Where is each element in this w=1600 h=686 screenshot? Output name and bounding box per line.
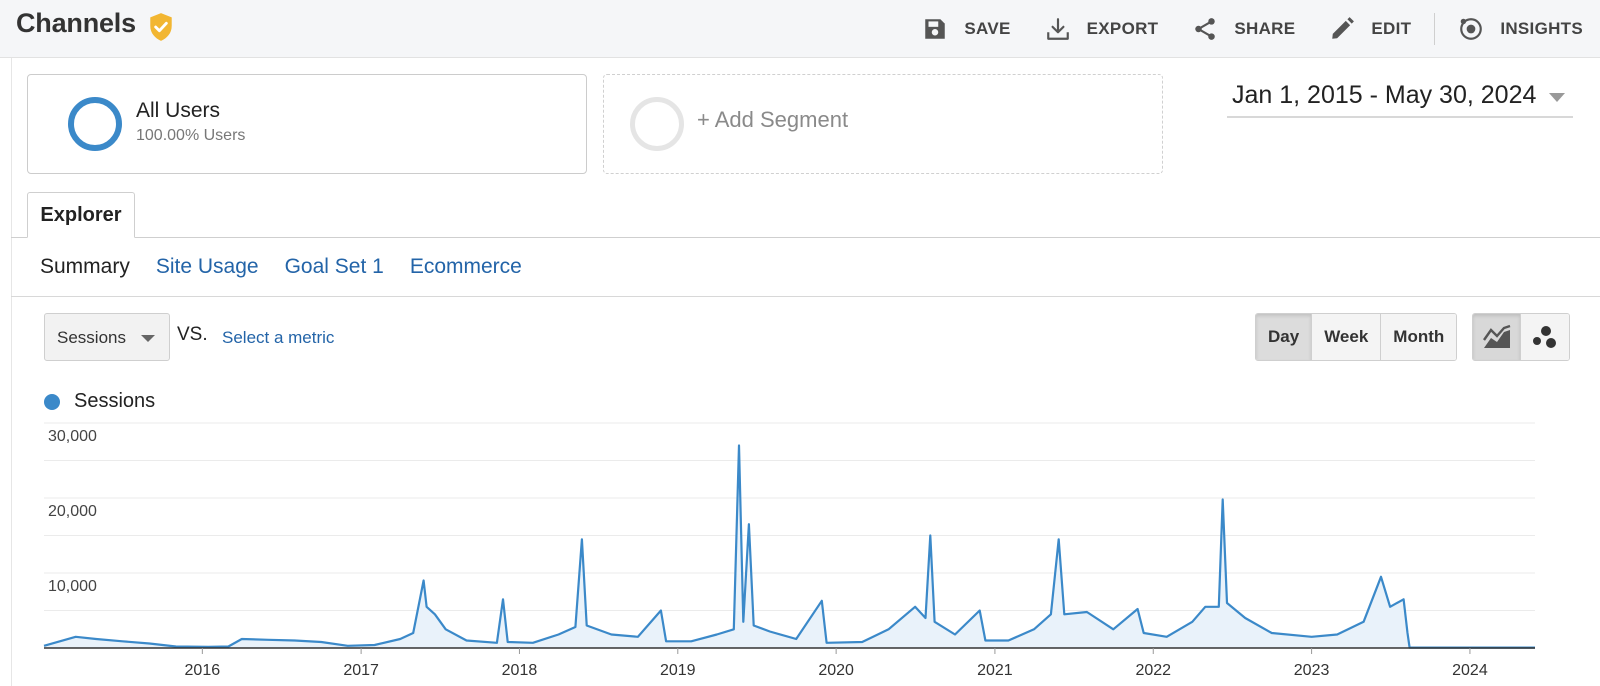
subtab-divider (11, 296, 1600, 297)
edit-icon (1332, 17, 1355, 39)
metric-dropdown-value: Sessions (57, 328, 126, 347)
sessions-line (43, 444, 1535, 649)
insights-icon (1460, 18, 1483, 40)
subtab-summary[interactable]: Summary (40, 255, 130, 278)
x-tick-label: 2019 (660, 662, 696, 679)
page-title: Channels (16, 8, 136, 38)
chart-type-toggle (1472, 313, 1570, 361)
segment-percentage: 100.00% Users (136, 127, 246, 144)
save-icon (925, 19, 946, 39)
segment-all-users[interactable]: All Users 100.00% Users (27, 74, 587, 174)
y-tick-label: 10,000 (48, 578, 97, 595)
subtab-site-usage[interactable]: Site Usage (155, 255, 259, 278)
insights-button[interactable]: INSIGHTS (1441, 0, 1600, 58)
verified-badge-icon (150, 13, 172, 41)
vs-label: VS. (177, 324, 208, 345)
x-tick-label: 2022 (1135, 662, 1171, 679)
select-metric-link[interactable]: Select a metric (222, 328, 335, 347)
add-segment-link[interactable]: + Add Segment (697, 107, 849, 132)
bubble-chart-icon (1533, 326, 1556, 348)
y-tick-label: 30,000 (48, 428, 97, 445)
report-header: Channels SAVE EXPORT (0, 0, 1600, 58)
x-tick-label: 2018 (502, 662, 538, 679)
legend-sessions-label: Sessions (74, 390, 156, 412)
save-button[interactable]: SAVE (905, 0, 1027, 58)
sessions-line-chart: 10,000 20,000 30,000 2016 2017 2018 2019 2020 20… (43, 422, 1535, 679)
share-button[interactable]: SHARE (1175, 0, 1312, 58)
report-toolbar: SAVE EXPORT SHARE EDIT (905, 0, 1600, 58)
explorer-subtabs: Summary Site Usage Goal Set 1 Ecommerce (40, 252, 548, 282)
date-range-label: Jan 1, 2015 - May 30, 2024 (1232, 81, 1537, 109)
chart-legend: Sessions (44, 390, 155, 413)
x-tick-label: 2017 (343, 662, 379, 679)
share-label: SHARE (1234, 19, 1296, 38)
x-tick-label: 2024 (1452, 662, 1488, 679)
date-range-picker[interactable]: Jan 1, 2015 - May 30, 2024 (1227, 80, 1573, 118)
empty-segment-ring-icon (630, 97, 684, 151)
save-label: SAVE (964, 19, 1011, 38)
toolbar-divider (1434, 13, 1436, 45)
tab-explorer[interactable]: Explorer (27, 192, 135, 238)
export-button[interactable]: EXPORT (1028, 0, 1176, 58)
metric-dropdown[interactable]: Sessions (44, 313, 170, 361)
share-icon (1195, 18, 1216, 40)
subtab-goal-set-1[interactable]: Goal Set 1 (284, 255, 384, 278)
motion-chart-button[interactable] (1521, 314, 1569, 360)
line-chart-icon (1482, 324, 1510, 348)
edit-label: EDIT (1371, 19, 1412, 38)
edit-button[interactable]: EDIT (1312, 0, 1428, 58)
subtab-ecommerce[interactable]: Ecommerce (409, 255, 522, 278)
tab-strip-divider (11, 237, 1600, 238)
segment-ring-icon (68, 97, 122, 151)
insights-label: INSIGHTS (1500, 19, 1583, 38)
sessions-area (44, 445, 1535, 648)
month-button[interactable]: Month (1381, 314, 1457, 360)
chevron-down-icon (141, 335, 155, 342)
export-icon (1046, 18, 1069, 40)
line-chart-button[interactable] (1473, 314, 1521, 360)
chevron-down-icon (1549, 93, 1565, 102)
x-tick-label: 2020 (818, 662, 854, 679)
granularity-toggle: Day Week Month (1255, 313, 1458, 361)
x-tick-label: 2021 (977, 662, 1013, 679)
day-button[interactable]: Day (1256, 314, 1313, 360)
legend-sessions-dot (44, 393, 60, 410)
x-tick-label: 2023 (1294, 662, 1330, 679)
segment-name: All Users (136, 99, 221, 122)
export-label: EXPORT (1086, 19, 1159, 38)
week-button[interactable]: Week (1312, 314, 1382, 360)
y-tick-label: 20,000 (48, 503, 97, 520)
add-segment-box[interactable]: + Add Segment (603, 74, 1163, 174)
x-tick-label: 2016 (185, 662, 221, 679)
